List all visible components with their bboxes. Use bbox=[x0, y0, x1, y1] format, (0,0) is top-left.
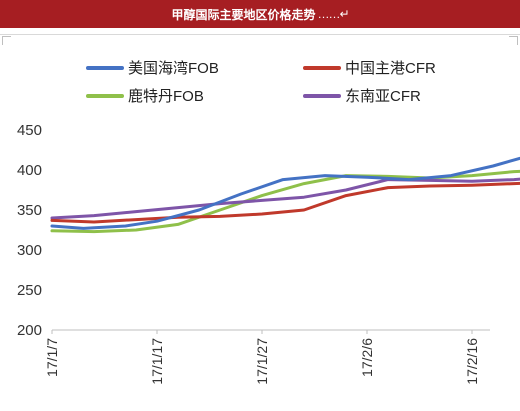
series-line-1 bbox=[50, 181, 520, 224]
legend-label-3: 东南亚CFR bbox=[345, 88, 421, 105]
frame-corner-tr bbox=[509, 36, 518, 45]
chart-legend: 美国海湾FOB 中国主港CFR 鹿特丹FOB 东南亚CFR bbox=[86, 60, 436, 105]
series-line-3 bbox=[50, 177, 520, 220]
chart-title-bar: 甲醇国际主要地区价格走势 ……↵ bbox=[0, 0, 520, 28]
x-tick-label: 17/1/17 bbox=[149, 338, 165, 385]
x-tick-label: 17/1/27 bbox=[254, 338, 270, 385]
frame-corner-tl bbox=[2, 36, 11, 45]
series-line-0 bbox=[50, 156, 520, 230]
y-tick-label: 450 bbox=[17, 122, 42, 139]
x-tick-label: 17/2/6 bbox=[359, 338, 375, 377]
legend-label-2: 鹿特丹FOB bbox=[128, 88, 204, 105]
x-tick-label: 17/2/16 bbox=[464, 338, 480, 385]
x-tick-label: 17/1/7 bbox=[44, 338, 60, 377]
legend-label-0: 美国海湾FOB bbox=[128, 60, 219, 77]
y-tick-label: 400 bbox=[17, 162, 42, 179]
y-tick-label: 300 bbox=[17, 242, 42, 259]
title-divider bbox=[0, 34, 520, 35]
chart-series-lines bbox=[50, 156, 520, 234]
title-trail: ……↵ bbox=[317, 7, 349, 21]
legend-label-1: 中国主港CFR bbox=[345, 60, 436, 77]
chart-axes: 200 250 300 350 400 450 17/1/7 17/1/17 17/1/27 17… bbox=[17, 122, 490, 385]
y-tick-label: 250 bbox=[17, 282, 42, 299]
y-tick-label: 200 bbox=[17, 322, 42, 339]
chart-title: 甲醇国际主要地区价格走势 bbox=[171, 7, 316, 22]
y-tick-label: 350 bbox=[17, 202, 42, 219]
